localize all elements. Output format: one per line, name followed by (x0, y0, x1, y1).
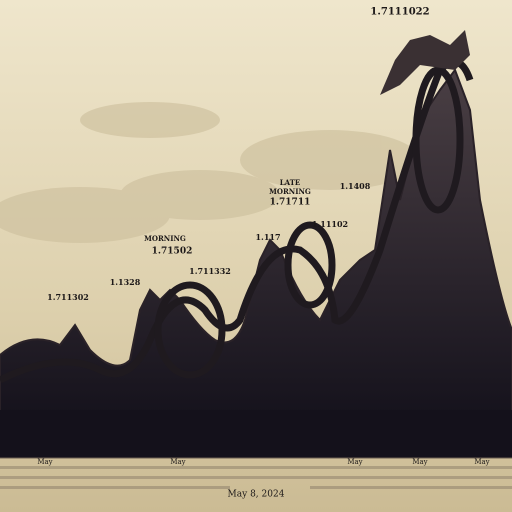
value-label: MORNING (269, 187, 311, 196)
value-label: 1.7111022 (370, 7, 429, 18)
coaster-track (0, 58, 474, 384)
value-label: 1.71502 (152, 247, 193, 257)
dragon-head (380, 30, 470, 95)
value-label: 1.711302 (47, 292, 89, 302)
axis-label: May (37, 458, 52, 466)
value-label: 1.71711 (270, 198, 311, 208)
clouds (0, 102, 420, 243)
axis-label: May (412, 458, 427, 466)
value-label: 1.11102 (312, 219, 348, 229)
value-label: MORNING (144, 234, 186, 243)
ground-band (0, 410, 512, 458)
mountain-silhouette (0, 67, 512, 421)
value-label: 1.1408 (340, 181, 371, 191)
date-label: May 8, 2024 (228, 490, 285, 500)
axis-label: May (474, 458, 489, 466)
axis-label: May (170, 458, 185, 466)
value-label: 1.117 (255, 232, 280, 242)
value-label: 1.1328 (110, 277, 141, 287)
value-label: 1.711332 (189, 266, 231, 276)
fine-print (0, 466, 512, 489)
value-label: LATE (280, 178, 301, 187)
axis-label: May (347, 458, 362, 466)
